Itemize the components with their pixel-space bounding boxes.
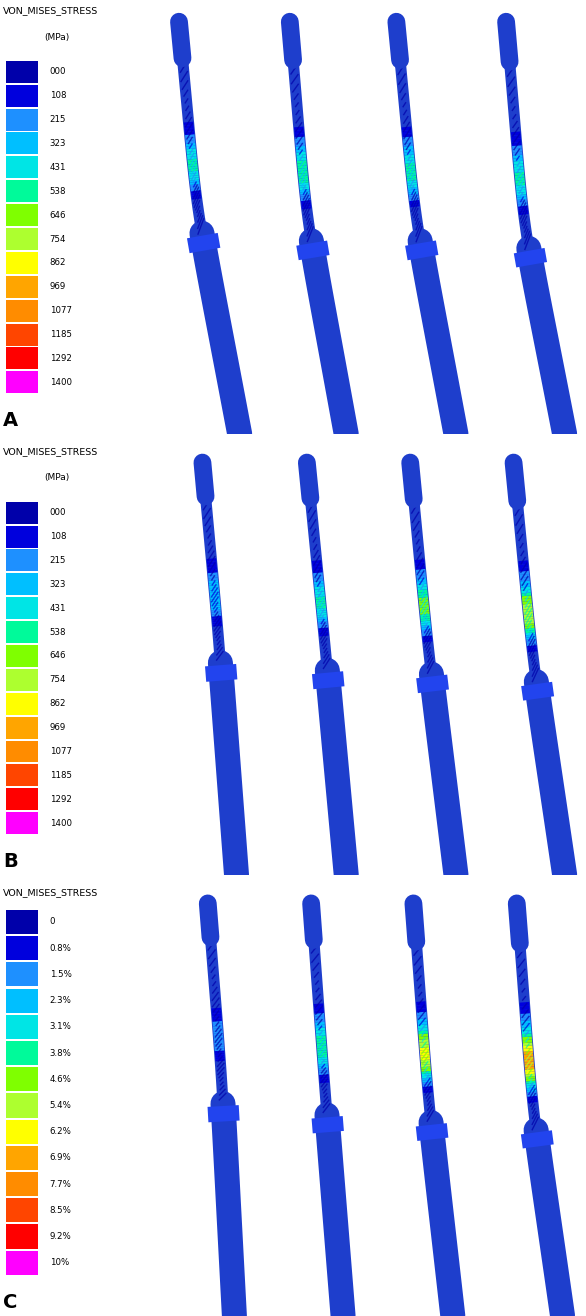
- Text: VON_MISES_STRESS: VON_MISES_STRESS: [3, 888, 98, 898]
- Text: 000: 000: [50, 508, 66, 517]
- Text: 3.1%: 3.1%: [50, 1023, 71, 1032]
- Bar: [6, 300, 38, 321]
- Text: 108: 108: [50, 532, 66, 541]
- Text: 6.2%: 6.2%: [50, 1128, 71, 1136]
- Bar: [6, 692, 38, 715]
- Bar: [6, 251, 38, 274]
- Bar: [6, 669, 38, 691]
- Bar: [6, 371, 38, 393]
- Bar: [6, 549, 38, 571]
- Text: 969: 969: [50, 722, 66, 732]
- Bar: [6, 204, 38, 226]
- Text: (MPa): (MPa): [45, 474, 70, 483]
- Bar: [6, 157, 38, 179]
- Text: 1292: 1292: [50, 795, 71, 804]
- Bar: [6, 109, 38, 130]
- Bar: [6, 347, 38, 370]
- Bar: [6, 1094, 38, 1117]
- Text: 000: 000: [50, 67, 66, 76]
- Bar: [6, 1120, 38, 1144]
- Text: 538: 538: [50, 628, 66, 637]
- Bar: [6, 276, 38, 297]
- Text: 323: 323: [50, 139, 66, 147]
- Text: 969: 969: [50, 283, 66, 291]
- Text: 862: 862: [50, 258, 66, 267]
- Bar: [6, 1067, 38, 1091]
- Text: 1185: 1185: [50, 771, 71, 780]
- Bar: [6, 1250, 38, 1275]
- Bar: [6, 988, 38, 1013]
- Text: 2.3%: 2.3%: [50, 996, 71, 1005]
- Text: 1077: 1077: [50, 747, 71, 755]
- Bar: [6, 1173, 38, 1196]
- Bar: [6, 765, 38, 787]
- Text: 431: 431: [50, 163, 66, 172]
- Text: 1400: 1400: [50, 378, 71, 387]
- Bar: [6, 621, 38, 644]
- Text: 1.5%: 1.5%: [50, 970, 71, 979]
- Bar: [6, 1199, 38, 1223]
- Bar: [6, 936, 38, 961]
- Text: 754: 754: [50, 234, 66, 243]
- Text: 538: 538: [50, 187, 66, 196]
- Text: (MPa): (MPa): [45, 33, 70, 42]
- Text: 1077: 1077: [50, 307, 71, 315]
- Bar: [6, 84, 38, 107]
- Bar: [6, 133, 38, 154]
- Bar: [6, 741, 38, 762]
- Bar: [6, 324, 38, 346]
- Text: 215: 215: [50, 555, 66, 565]
- Text: 1185: 1185: [50, 330, 71, 340]
- Bar: [6, 501, 38, 524]
- Text: 431: 431: [50, 604, 66, 613]
- Bar: [6, 1041, 38, 1065]
- Text: 323: 323: [50, 580, 66, 588]
- Bar: [6, 812, 38, 834]
- Bar: [6, 597, 38, 619]
- Text: 3.8%: 3.8%: [50, 1049, 71, 1058]
- Bar: [6, 1146, 38, 1170]
- Bar: [6, 228, 38, 250]
- Bar: [6, 525, 38, 547]
- Bar: [6, 61, 38, 83]
- Bar: [6, 1015, 38, 1038]
- Bar: [6, 788, 38, 811]
- Text: C: C: [3, 1292, 18, 1312]
- Text: 4.6%: 4.6%: [50, 1075, 71, 1084]
- Text: 7.7%: 7.7%: [50, 1179, 71, 1188]
- Bar: [6, 180, 38, 203]
- Text: 5.4%: 5.4%: [50, 1101, 71, 1109]
- Bar: [6, 645, 38, 667]
- Bar: [6, 909, 38, 934]
- Bar: [6, 717, 38, 738]
- Text: 754: 754: [50, 675, 66, 684]
- Bar: [6, 1224, 38, 1249]
- Text: 1292: 1292: [50, 354, 71, 363]
- Text: 862: 862: [50, 699, 66, 708]
- Text: 1400: 1400: [50, 819, 71, 828]
- Text: 0: 0: [50, 917, 55, 926]
- Text: VON_MISES_STRESS: VON_MISES_STRESS: [3, 7, 98, 16]
- Text: 646: 646: [50, 651, 66, 661]
- Bar: [6, 574, 38, 595]
- Text: 8.5%: 8.5%: [50, 1205, 71, 1215]
- Text: 10%: 10%: [50, 1258, 69, 1267]
- Text: VON_MISES_STRESS: VON_MISES_STRESS: [3, 447, 98, 457]
- Text: A: A: [3, 411, 18, 430]
- Text: 6.9%: 6.9%: [50, 1153, 71, 1162]
- Text: 108: 108: [50, 91, 66, 100]
- Text: 9.2%: 9.2%: [50, 1232, 71, 1241]
- Text: 646: 646: [50, 211, 66, 220]
- Text: 0.8%: 0.8%: [50, 944, 71, 953]
- Bar: [6, 962, 38, 987]
- Text: 215: 215: [50, 114, 66, 124]
- Text: B: B: [3, 851, 18, 871]
